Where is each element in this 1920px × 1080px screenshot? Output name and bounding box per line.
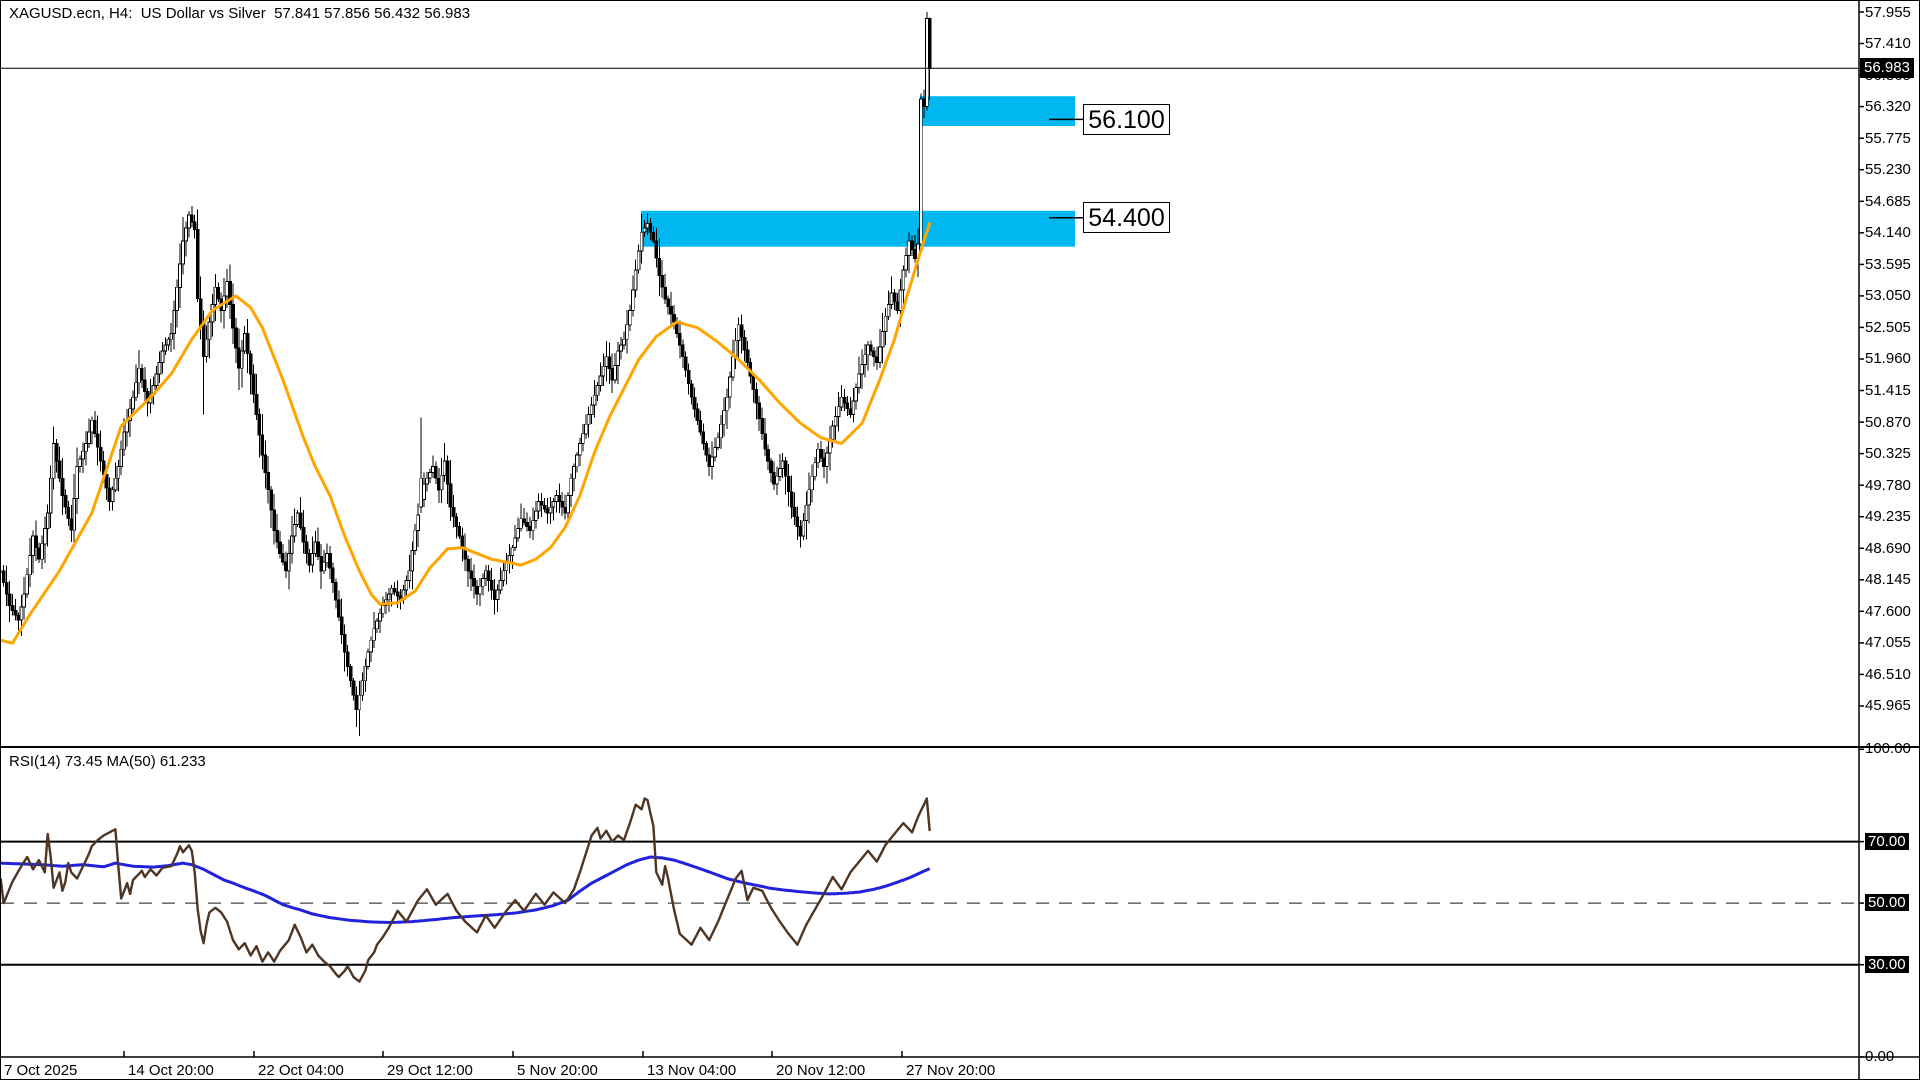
rsi-tick-label: 100.00 xyxy=(1865,740,1911,758)
resistance-zone-label-56100[interactable]: 56.100 xyxy=(1083,103,1170,135)
time-tick-label: 27 Nov 20:00 xyxy=(906,1062,996,1079)
price-tick-label: 55.230 xyxy=(1865,161,1911,179)
price-tick-label: 55.775 xyxy=(1865,129,1911,147)
price-tick-label: 48.145 xyxy=(1865,571,1911,589)
rsi-tick-label: 70.00 xyxy=(1865,832,1909,850)
price-tick-label: 53.050 xyxy=(1865,287,1911,305)
time-tick-label: 20 Nov 12:00 xyxy=(776,1062,866,1079)
price-tick-label: 53.595 xyxy=(1865,255,1911,273)
price-tick-label: 52.505 xyxy=(1865,318,1911,336)
price-tick-label: 50.325 xyxy=(1865,445,1911,463)
price-tick-label: 49.780 xyxy=(1865,476,1911,494)
price-tick-label: 47.600 xyxy=(1865,602,1911,620)
price-tick-label: 49.235 xyxy=(1865,508,1911,526)
support-zone-label-54400[interactable]: 54.400 xyxy=(1083,202,1170,234)
price-tick-label: 47.055 xyxy=(1865,634,1911,652)
rsi-tick-label: 0.00 xyxy=(1865,1048,1895,1065)
price-tick-label: 48.690 xyxy=(1865,539,1911,557)
chart-title: XAGUSD.ecn, H4: US Dollar vs Silver 57.8… xyxy=(9,5,471,22)
rsi-tick-label: 50.00 xyxy=(1865,894,1909,912)
price-tick-label: 57.410 xyxy=(1865,35,1911,53)
price-tick-label: 45.965 xyxy=(1865,697,1911,715)
zone-price-text: 54.400 xyxy=(1088,204,1165,233)
time-tick-label: 29 Oct 12:00 xyxy=(387,1062,473,1079)
time-tick-label: 14 Oct 20:00 xyxy=(128,1062,214,1079)
time-tick-label: 13 Nov 04:00 xyxy=(647,1062,737,1079)
time-tick-label: 22 Oct 04:00 xyxy=(258,1062,344,1079)
rsi-indicator-label: RSI(14) 73.45 MA(50) 61.233 xyxy=(9,753,206,770)
price-tick-label: 54.685 xyxy=(1865,192,1911,210)
time-tick-label: 5 Nov 20:00 xyxy=(517,1062,598,1079)
price-tick-label: 51.960 xyxy=(1865,350,1911,368)
zone-price-text: 56.100 xyxy=(1088,105,1165,134)
rsi-tick-label: 30.00 xyxy=(1865,955,1909,973)
price-tick-label: 56.320 xyxy=(1865,98,1911,116)
time-tick-label: 7 Oct 2025 xyxy=(4,1062,78,1079)
price-tick-label: 54.140 xyxy=(1865,224,1911,242)
price-tick-label: 50.870 xyxy=(1865,413,1911,431)
price-tick-label: 51.415 xyxy=(1865,382,1911,400)
current-price-badge: 56.983 xyxy=(1860,58,1914,79)
price-tick-label: 46.510 xyxy=(1865,665,1911,683)
price-tick-label: 57.955 xyxy=(1865,3,1911,21)
